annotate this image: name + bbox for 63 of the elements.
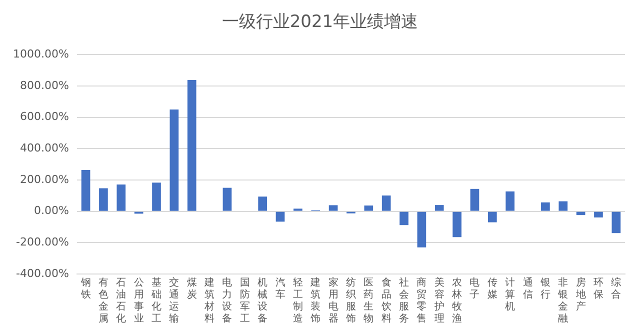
bar	[258, 196, 267, 211]
y-tick-label: 600.00%	[20, 110, 69, 124]
bar	[276, 212, 285, 222]
bar	[364, 206, 374, 211]
x-tick-label: 轻工制造	[292, 276, 303, 325]
x-tick-label: 商贸零售	[416, 276, 427, 325]
bar	[417, 212, 426, 248]
x-tick-label: 环保	[593, 278, 604, 301]
x-tick-label: 食品饮料	[380, 276, 392, 325]
x-tick-label: 医药生物	[364, 278, 374, 325]
y-tick-label: 1000.00%	[12, 47, 69, 60]
bar	[116, 184, 126, 211]
x-tick-label: 社会服务	[399, 276, 410, 325]
x-tick-label: 纺织服饰	[344, 276, 356, 325]
bar	[470, 188, 480, 211]
bar	[152, 182, 161, 211]
x-tick-label: 石油石化	[116, 278, 126, 325]
x-tick-label: 基础化工	[150, 276, 162, 325]
bar	[558, 201, 568, 211]
y-tick-label: -400.00%	[16, 266, 69, 280]
bar	[328, 205, 338, 211]
x-tick-label: 有色金属	[98, 276, 108, 325]
x-tick-label: 农林牧渔	[451, 278, 462, 325]
bar	[541, 202, 550, 211]
y-tick-label: 400.00%	[20, 141, 69, 154]
x-tick-label: 建筑材料	[204, 276, 215, 325]
bar	[222, 188, 232, 211]
bar	[99, 188, 108, 211]
x-tick-label: 银行	[539, 278, 550, 301]
x-tick-label: 机械设备	[258, 276, 268, 325]
x-tick-label: 综合	[611, 276, 622, 301]
x-tick-label: 美容护理	[433, 276, 444, 325]
bar	[170, 109, 179, 211]
x-tick-label: 房地产	[574, 276, 586, 313]
x-tick-label: 国防军工	[240, 278, 250, 325]
bar	[594, 212, 603, 218]
x-tick-label: 汽车	[275, 276, 286, 301]
x-tick-label: 公用事业	[134, 276, 144, 325]
bar	[506, 191, 515, 211]
y-tick-label: -200.00%	[16, 236, 69, 249]
y-tick-label: 200.00%	[20, 172, 69, 186]
bar	[434, 205, 444, 211]
x-tick-label: 通信	[522, 276, 533, 301]
y-tick-label: 0.00%	[34, 204, 69, 218]
x-tick-label: 计算机	[505, 276, 516, 313]
x-tick-label: 交通运输	[169, 276, 180, 325]
x-tick-label: 电子	[470, 276, 480, 301]
bar	[400, 212, 408, 226]
bar	[488, 212, 497, 222]
x-tick-label: 煤炭	[186, 276, 197, 301]
y-tick-label: 800.00%	[20, 78, 69, 92]
chart-title: 一级行业2021年业绩增速	[220, 11, 420, 34]
x-tick-label: 家用电器	[328, 276, 338, 325]
bar	[382, 195, 391, 211]
x-tick-label: 传媒	[487, 278, 498, 301]
x-tick-label: 非银金融	[557, 276, 568, 325]
bar	[81, 170, 90, 211]
x-tick-label: 电力设备	[222, 276, 232, 325]
bar	[187, 80, 196, 211]
x-tick-label: 建筑装饰	[310, 276, 321, 325]
x-tick-label: 钢铁	[80, 278, 91, 301]
bar	[452, 212, 462, 238]
bar	[612, 212, 621, 234]
